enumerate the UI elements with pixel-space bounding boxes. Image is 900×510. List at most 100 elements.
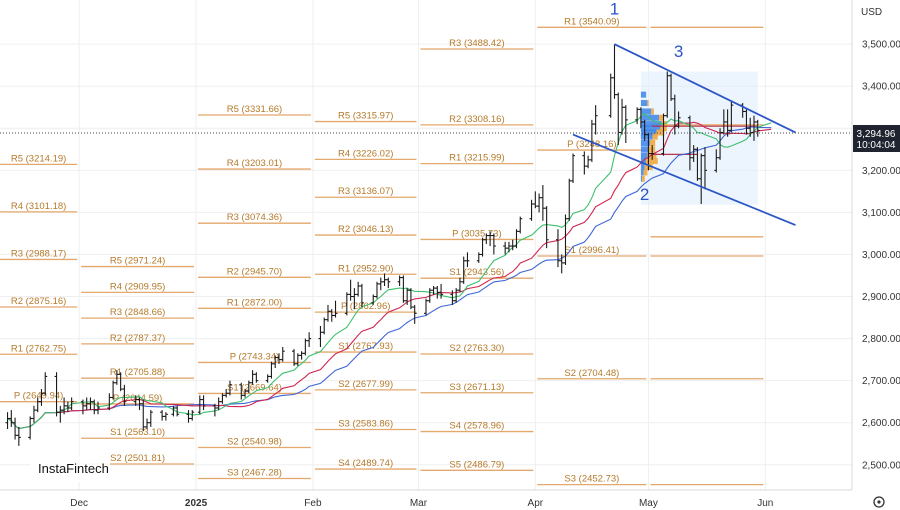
candle [114,370,119,385]
pivot-label: R3 (3488.42) [449,38,504,49]
candle [5,412,10,430]
candle [408,288,413,310]
x-axis-panel [0,490,852,510]
candle [356,281,361,297]
settings-icon[interactable] [873,496,885,508]
candle [635,107,640,125]
pivot-label: R5 (3315.97) [338,111,393,122]
candle [563,214,568,265]
candle [476,252,481,263]
candle [31,405,36,423]
candle [593,105,598,135]
candle [687,115,692,171]
candle [555,229,560,268]
ma-slow-line [7,126,772,430]
candle [439,283,444,299]
pivot-label: R2 (2945.70) [227,266,282,277]
candle [537,193,542,213]
candle [503,241,508,255]
brand-badge-bg [30,456,110,482]
candle [510,239,515,251]
profile-bar-buy [640,133,653,140]
pivot-label: P (2862.96) [341,301,390,312]
channel-line [572,133,796,226]
pivot-label: S2 (2501.81) [110,453,165,464]
candle [250,370,255,385]
brand-logo: InstaFintech [38,461,109,476]
candle [224,389,229,398]
pivot-label: P (2743.34) [230,351,279,362]
range-box [640,71,758,205]
y-axis-panel [852,0,900,510]
candle [145,418,150,430]
candle [491,233,496,255]
candle [744,109,749,135]
candle [586,155,591,169]
candle [190,410,195,421]
x-tick-label: Jun [757,498,773,509]
candle [107,393,112,411]
candle [457,277,462,293]
channel-lines [572,43,796,226]
candle [699,153,704,204]
candle [397,275,402,287]
candle [186,410,191,423]
profile-bar-buy [640,146,649,153]
candle [529,199,534,221]
candle [435,286,440,299]
pivot-label: S4 (2578.96) [449,421,504,432]
profile-bar-buy [640,140,650,147]
candle [212,403,217,417]
candle [348,279,353,301]
pivot-label: S3 (2467.28) [227,468,282,479]
candles [5,44,760,446]
profile-bar-sell [642,175,645,182]
pivot-label: R3 (3074.36) [227,212,282,223]
current-price-label: 3,294.96 [857,129,896,140]
pivot-levels: R5 (3214.19) R4 (3101.18) R3 (2988.17) R2 (… [0,16,764,486]
candle [359,283,364,308]
candle [582,151,587,175]
candle [39,389,44,406]
current-price-tag-bg [853,125,900,152]
candle [691,145,696,162]
candle [216,397,221,411]
candle [714,149,719,173]
y-tick-label: 3,100.00 [862,208,900,219]
candle [80,399,85,415]
ma-mid-line [7,121,772,430]
candle [96,401,101,415]
pivot-label: R1 (3215.99) [449,153,504,164]
candle [273,355,278,369]
candle [35,397,40,413]
candle [227,380,232,396]
x-tick-label: May [639,498,658,509]
candle [755,119,760,137]
pivot-label: S1 (2767.93) [338,341,393,352]
pivot-label: R1 (3540.09) [564,16,619,27]
y-tick-label: 2,600.00 [862,418,900,429]
candle [506,241,511,253]
pivot-label: P (2649.94) [14,391,63,402]
candle [676,111,681,129]
candle [118,372,123,392]
candle [160,410,165,421]
pivot-label: S2 (2763.30) [449,343,504,354]
profile-bar-sell [646,158,658,165]
candle [748,117,753,137]
candle [84,397,89,411]
candle [661,113,666,156]
y-tick-label: 3,200.00 [862,166,900,177]
candle [65,401,70,413]
candle [412,304,417,324]
pivot-label: R2 (2787.37) [110,333,165,344]
profile-bar-sell [651,108,654,115]
candle [374,281,379,299]
currency-label[interactable]: USD [861,7,882,18]
candle [239,382,244,400]
candle [322,317,327,335]
current-price-tag: 3,294.96 10:04:04 [853,125,900,152]
candle [307,332,312,347]
candle [28,416,33,440]
